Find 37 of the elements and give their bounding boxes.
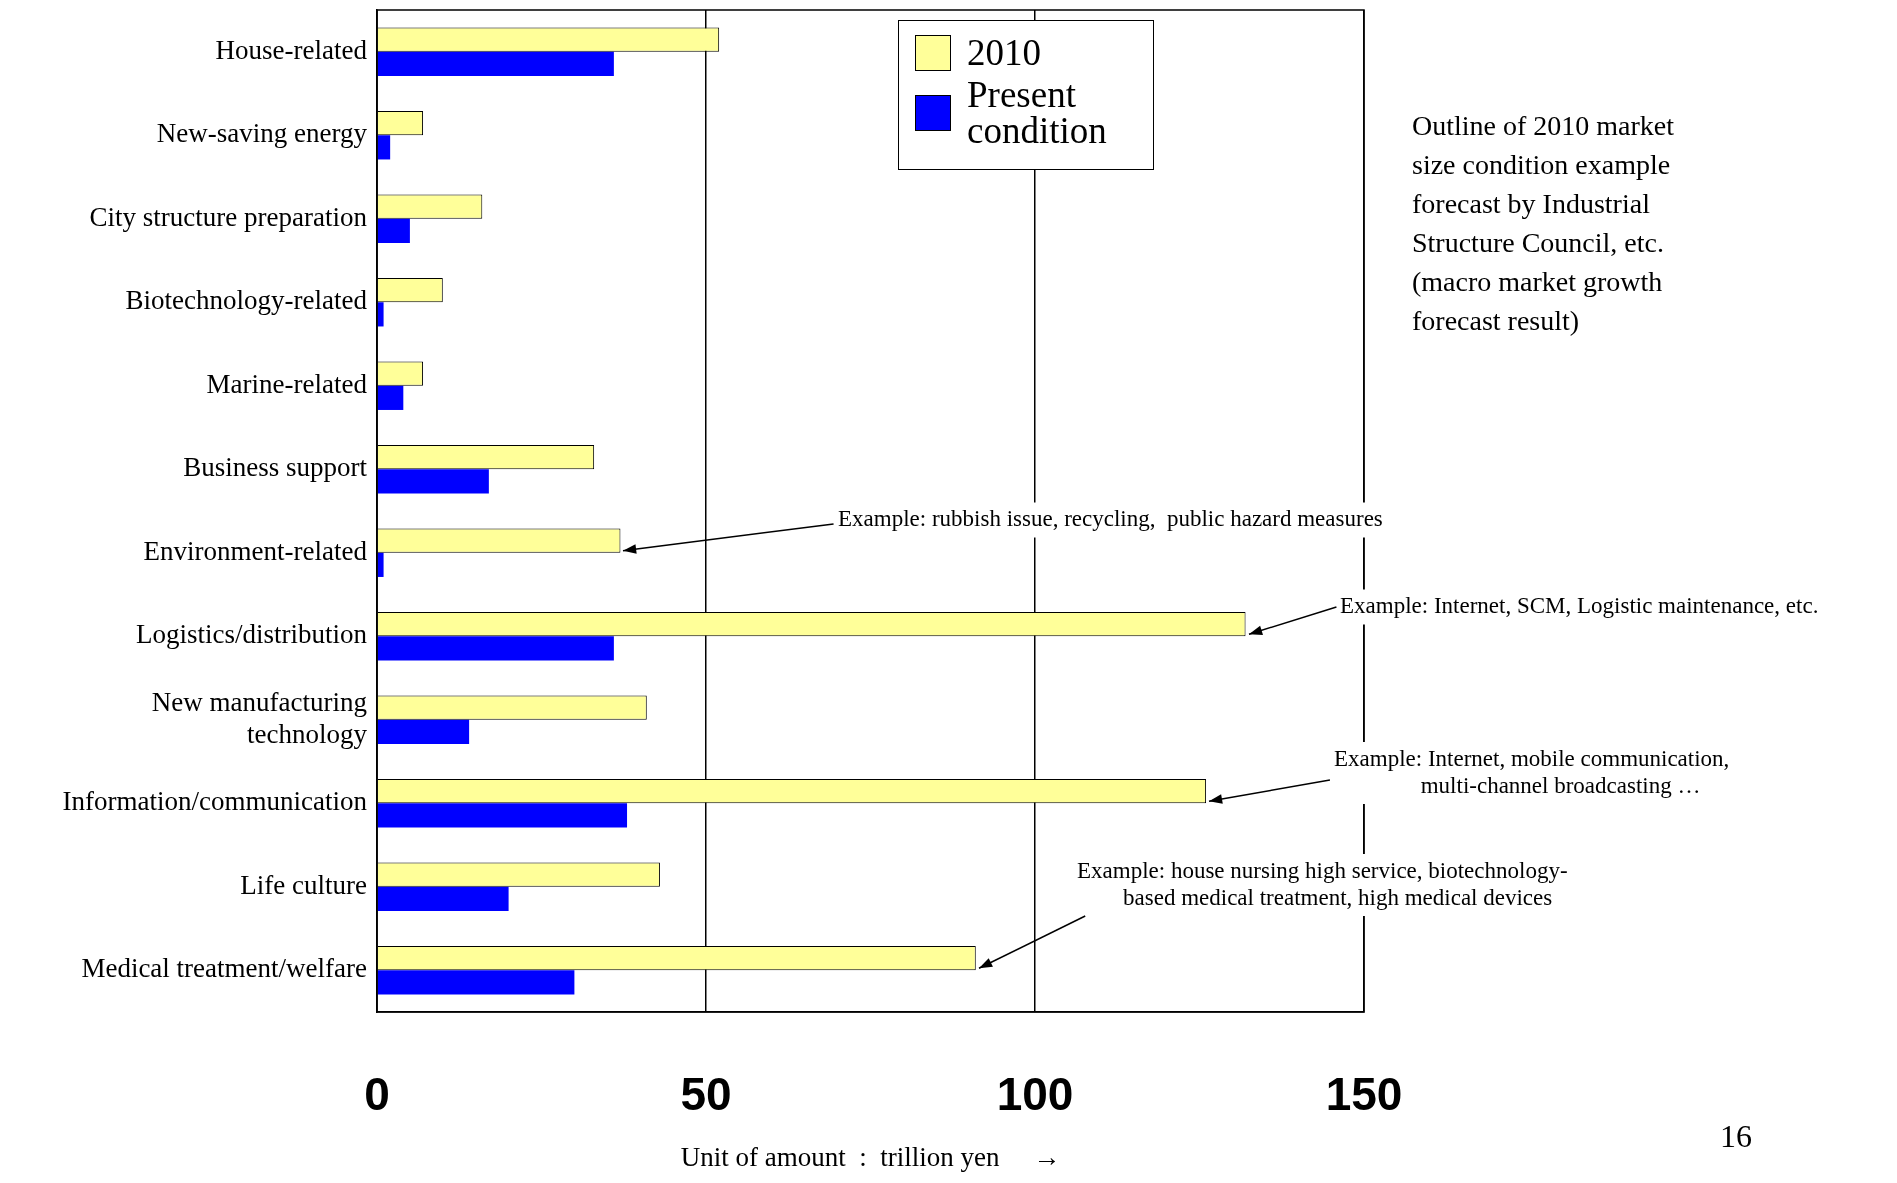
y-tick-label: Logistics/distribution bbox=[135, 619, 368, 650]
bar bbox=[377, 970, 575, 995]
y-tick-label: City structure preparation bbox=[89, 201, 368, 232]
x-tick-label: 0 bbox=[364, 1068, 390, 1121]
annotation: Example: Internet, SCM, Logistic maintenance, etc. bbox=[1340, 593, 1819, 619]
annotation: Example: rubbish issue, recycling, public hazard measures bbox=[838, 506, 1383, 532]
bar bbox=[377, 51, 614, 76]
text: 16 bbox=[1720, 1118, 1752, 1155]
y-tick-label: Biotechnology-related bbox=[125, 285, 368, 316]
y-tick-label: House-related bbox=[215, 34, 368, 65]
bar bbox=[377, 886, 509, 911]
annotation: Example: Internet, mobile communication, multi-channel broadcasting … bbox=[1334, 745, 1730, 798]
annotation: Example: house nursing high service, biotechnology- based medical treatment, high medical devices bbox=[1077, 857, 1568, 910]
bar bbox=[377, 302, 384, 327]
bar bbox=[377, 803, 628, 828]
x-tick-label: 100 bbox=[996, 1068, 1074, 1121]
bar bbox=[377, 552, 384, 577]
bar bbox=[377, 218, 410, 243]
legend-label: 2010 bbox=[967, 32, 1041, 73]
x-tick-label: 150 bbox=[1325, 1068, 1403, 1121]
y-tick-label: Environment-related bbox=[143, 535, 368, 566]
y-tick-label: Business support bbox=[183, 452, 368, 483]
y-tick-label: Marine-related bbox=[206, 368, 368, 399]
bar bbox=[377, 385, 404, 410]
bar bbox=[377, 636, 614, 661]
x-axis-title: Unit of amount : trillion yen → bbox=[680, 1141, 1061, 1172]
bar bbox=[377, 135, 391, 160]
y-tick-label: New manufacturing technology bbox=[151, 686, 368, 750]
y-tick-label: Information/communication bbox=[62, 786, 368, 817]
bar bbox=[377, 469, 489, 494]
legend-label: Present condition bbox=[967, 74, 1108, 151]
y-tick-label: Life culture bbox=[240, 869, 368, 900]
y-tick-label: New-saving energy bbox=[156, 118, 368, 149]
y-tick-label: Medical treatment/welfare bbox=[81, 953, 367, 984]
x-tick-label: 50 bbox=[680, 1068, 732, 1121]
bar bbox=[377, 719, 470, 744]
text: Outline of 2010 market size condition example forecast by Industrial Structure Council, etc. (macro market growth forecast result) bbox=[1412, 109, 1676, 338]
